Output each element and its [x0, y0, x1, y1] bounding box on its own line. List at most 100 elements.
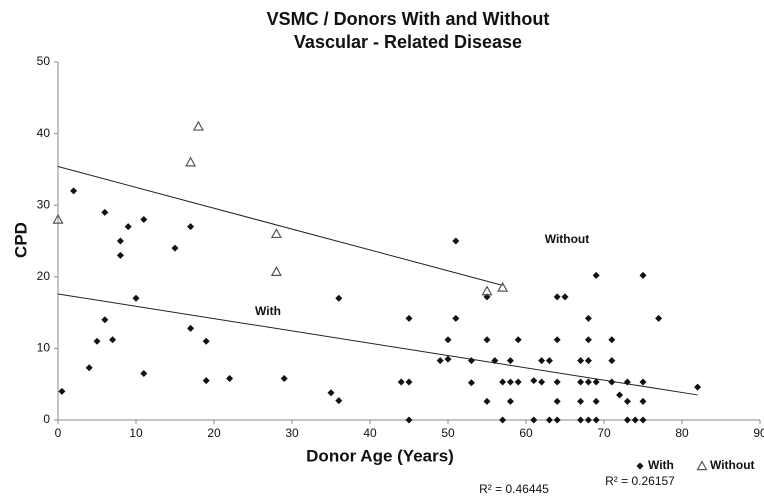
point — [444, 355, 452, 363]
point — [70, 187, 78, 195]
point — [452, 314, 460, 322]
point — [545, 357, 553, 365]
point — [577, 378, 585, 386]
point — [187, 324, 195, 332]
legend-label: With — [648, 458, 674, 472]
point — [608, 336, 616, 344]
point — [499, 416, 507, 424]
x-tick-label: 50 — [441, 426, 455, 440]
point — [608, 378, 616, 386]
point — [584, 378, 592, 386]
chart-title: Vascular - Related Disease — [294, 32, 522, 52]
point — [553, 397, 561, 405]
chart-title: VSMC / Donors With and Without — [267, 9, 550, 29]
point — [335, 294, 343, 302]
point — [506, 378, 514, 386]
point — [530, 377, 538, 385]
point — [584, 357, 592, 365]
y-tick-label: 0 — [43, 412, 50, 426]
point — [631, 416, 639, 424]
trendline — [57, 166, 503, 286]
x-tick-label: 20 — [207, 426, 221, 440]
legend-marker — [696, 460, 708, 471]
point — [483, 336, 491, 344]
x-tick-label: 70 — [597, 426, 611, 440]
point — [202, 377, 210, 385]
point — [497, 281, 509, 292]
point — [397, 378, 405, 386]
point — [444, 336, 452, 344]
x-tick-label: 30 — [285, 426, 299, 440]
point — [514, 336, 522, 344]
point — [52, 213, 64, 224]
point — [185, 156, 197, 167]
point — [577, 416, 585, 424]
point — [405, 314, 413, 322]
x-tick-label: 40 — [363, 426, 377, 440]
point — [93, 337, 101, 345]
point — [577, 357, 585, 365]
point — [623, 416, 631, 424]
point — [405, 416, 413, 424]
point — [514, 378, 522, 386]
point — [481, 285, 493, 296]
point — [171, 244, 179, 252]
point — [623, 378, 631, 386]
point — [553, 336, 561, 344]
point — [553, 378, 561, 386]
annotation: Without — [545, 232, 590, 246]
point — [553, 293, 561, 301]
point — [592, 271, 600, 279]
point — [639, 378, 647, 386]
point — [101, 208, 109, 216]
point — [270, 228, 282, 239]
point — [270, 266, 282, 276]
y-tick-label: 10 — [37, 341, 51, 355]
point — [58, 387, 66, 395]
y-tick-label: 40 — [37, 126, 51, 140]
x-tick-label: 80 — [675, 426, 689, 440]
point — [584, 336, 592, 344]
point — [616, 391, 624, 399]
point — [538, 378, 546, 386]
legend-marker — [636, 462, 644, 470]
r2-label: R² = 0.26157 — [605, 474, 675, 488]
y-tick-label: 20 — [37, 269, 51, 283]
point — [491, 357, 499, 365]
point — [116, 251, 124, 259]
point — [327, 389, 335, 397]
point — [545, 416, 553, 424]
r2-label: R² = 0.46445 — [479, 482, 549, 496]
x-tick-label: 0 — [55, 426, 62, 440]
x-axis-title: Donor Age (Years) — [306, 446, 454, 465]
point — [577, 397, 585, 405]
point — [335, 397, 343, 405]
point — [584, 314, 592, 322]
point — [85, 364, 93, 372]
y-tick-label: 30 — [37, 197, 51, 211]
point — [506, 397, 514, 405]
trendline — [57, 293, 698, 396]
point — [639, 416, 647, 424]
point — [202, 337, 210, 345]
point — [655, 314, 663, 322]
point — [584, 416, 592, 424]
point — [592, 378, 600, 386]
point — [553, 416, 561, 424]
point — [561, 293, 569, 301]
point — [530, 416, 538, 424]
point — [116, 237, 124, 245]
point — [101, 316, 109, 324]
point — [538, 357, 546, 365]
annotation: With — [255, 304, 281, 318]
point — [132, 294, 140, 302]
point — [140, 369, 148, 377]
y-tick-label: 50 — [37, 54, 51, 68]
point — [608, 357, 616, 365]
point — [405, 378, 413, 386]
point — [187, 223, 195, 231]
point — [639, 397, 647, 405]
point — [192, 120, 204, 131]
point — [467, 379, 475, 387]
